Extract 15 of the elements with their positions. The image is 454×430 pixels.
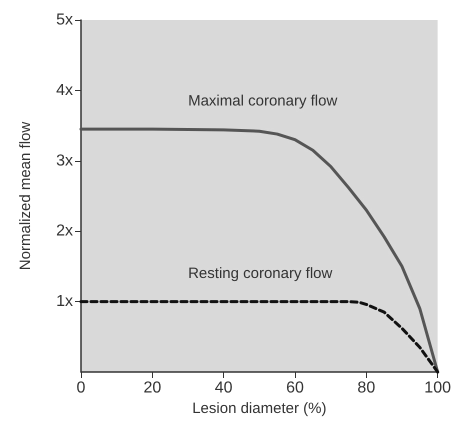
x-tick-label: 20 (143, 380, 162, 396)
x-tick-label: 80 (357, 380, 376, 396)
y-axis-title: Normalized mean flow (17, 122, 34, 270)
x-tick-label: 40 (214, 380, 233, 396)
x-tick-label: 60 (286, 380, 304, 396)
x-tick-label: 0 (76, 380, 86, 396)
y-tick-label: 2x (56, 222, 73, 240)
series-label: Maximal coronary flow (188, 92, 338, 110)
y-tick-label: 1x (56, 293, 73, 310)
series-label: Resting coronary flow (188, 265, 332, 282)
y-tick-label: 4x (56, 82, 73, 99)
y-tick-label: 3x (56, 152, 73, 170)
y-tick-label: 5x (56, 12, 73, 28)
x-tick-label: 100 (424, 380, 452, 396)
x-axis-title: Lesion diameter (%) (192, 400, 326, 417)
